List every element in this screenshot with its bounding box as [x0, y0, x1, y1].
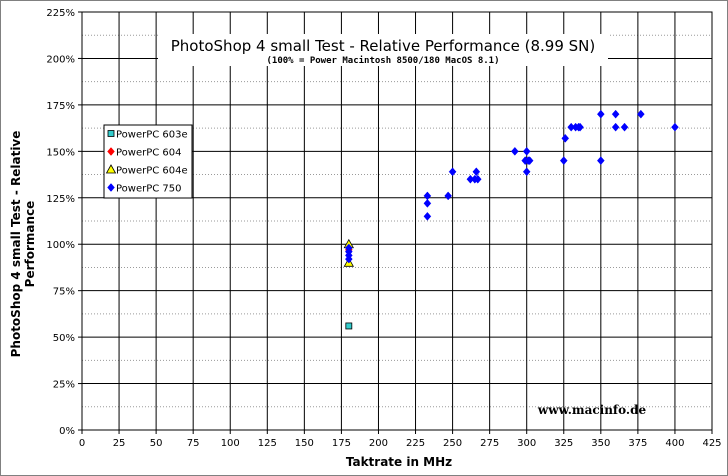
data-point — [561, 133, 570, 143]
data-point — [473, 174, 482, 184]
watermark: www.macinfo.de — [537, 403, 647, 417]
legend-label: PowerPC 604 — [116, 148, 182, 159]
data-point — [611, 109, 620, 119]
data-point — [596, 109, 605, 119]
data-point — [423, 191, 432, 201]
data-point — [344, 243, 353, 253]
x-tick-label: 225 — [406, 438, 425, 449]
chart-title: PhotoShop 4 small Test - Relative Perfor… — [171, 37, 596, 55]
data-point — [637, 109, 645, 119]
data-point — [525, 156, 534, 166]
chart-title-box: PhotoShop 4 small Test - Relative Perfor… — [158, 34, 608, 66]
data-points — [343, 109, 679, 330]
legend-marker — [107, 130, 115, 137]
data-point — [522, 146, 531, 156]
data-point — [671, 122, 679, 132]
x-tick-label: 300 — [517, 438, 536, 449]
y-tick-label: 0% — [59, 426, 75, 437]
y-tick-label: 50% — [53, 333, 75, 344]
x-tick-label: 275 — [480, 438, 499, 449]
x-tick-label: 400 — [665, 438, 684, 449]
data-point — [448, 167, 457, 177]
x-tick-label: 200 — [369, 438, 388, 449]
x-tick-label: 125 — [258, 438, 277, 449]
y-axis-title-line-2: Performance — [23, 201, 37, 288]
y-tick-label: 75% — [53, 287, 75, 298]
x-tick-label: 25 — [113, 438, 126, 449]
data-point — [611, 122, 620, 132]
x-tick-label: 150 — [295, 438, 314, 449]
x-tick-label: 0 — [79, 438, 85, 449]
legend-marker — [107, 183, 115, 192]
y-axis-title-line-1: PhotoShop 4 small Test - Relative — [9, 131, 23, 358]
data-point — [511, 146, 519, 156]
x-axis-title: Taktrate in MHz — [346, 455, 452, 469]
plot-area — [81, 11, 713, 431]
grid — [81, 11, 713, 431]
x-tick-label: 425 — [702, 438, 721, 449]
y-tick-label: 150% — [46, 147, 75, 158]
data-point — [522, 167, 531, 177]
x-tick-label: 75 — [187, 438, 200, 449]
data-point — [559, 156, 568, 166]
x-tick-label: 50 — [150, 438, 163, 449]
legend: PowerPC 603e PowerPC 604 PowerPC 604e Power… — [103, 124, 193, 199]
legend-item: PowerPC 604 — [107, 147, 182, 159]
legend-label: PowerPC 750 — [116, 184, 182, 195]
legend-item: PowerPC 750 — [107, 183, 182, 195]
legend-marker — [105, 164, 117, 174]
data-point — [444, 191, 452, 201]
x-axis: 0 25 50 75 100 125 150 175 200 225 250 275 300 325 350… — [79, 430, 722, 449]
data-point — [345, 322, 353, 330]
x-tick-label: 350 — [591, 438, 610, 449]
legend-marker — [107, 147, 115, 156]
data-point — [596, 156, 605, 166]
series-powerpc-750 — [344, 109, 679, 264]
chart-subtitle: (100% = Power Macintosh 8500/180 MacOS 8… — [267, 55, 500, 66]
x-tick-label: 250 — [443, 438, 462, 449]
y-tick-label: 225% — [46, 8, 75, 19]
x-tick-label: 375 — [628, 438, 647, 449]
y-tick-label: 125% — [46, 194, 75, 205]
data-point — [423, 198, 432, 208]
x-tick-label: 100 — [221, 438, 240, 449]
data-point — [620, 122, 629, 132]
x-tick-label: 325 — [554, 438, 573, 449]
legend-label: PowerPC 603e — [116, 130, 188, 141]
data-point — [576, 122, 584, 132]
legend-item: PowerPC 604e — [105, 164, 188, 177]
legend-label: PowerPC 604e — [116, 166, 188, 177]
y-tick-label: 200% — [46, 54, 75, 65]
y-axis: 0% 25% 50% 75% 100% 125% 150% 175% 200% 225% — [46, 8, 82, 437]
y-tick-label: 25% — [53, 380, 75, 391]
x-tick-label: 175 — [332, 438, 351, 449]
data-point — [423, 211, 432, 221]
y-tick-label: 175% — [46, 101, 75, 112]
y-tick-label: 100% — [46, 240, 75, 251]
data-point — [472, 167, 481, 177]
legend-item: PowerPC 603e — [107, 130, 188, 141]
series-powerpc-603e — [345, 322, 353, 330]
y-axis-title: PhotoShop 4 small Test - Relative Perfor… — [9, 131, 37, 358]
